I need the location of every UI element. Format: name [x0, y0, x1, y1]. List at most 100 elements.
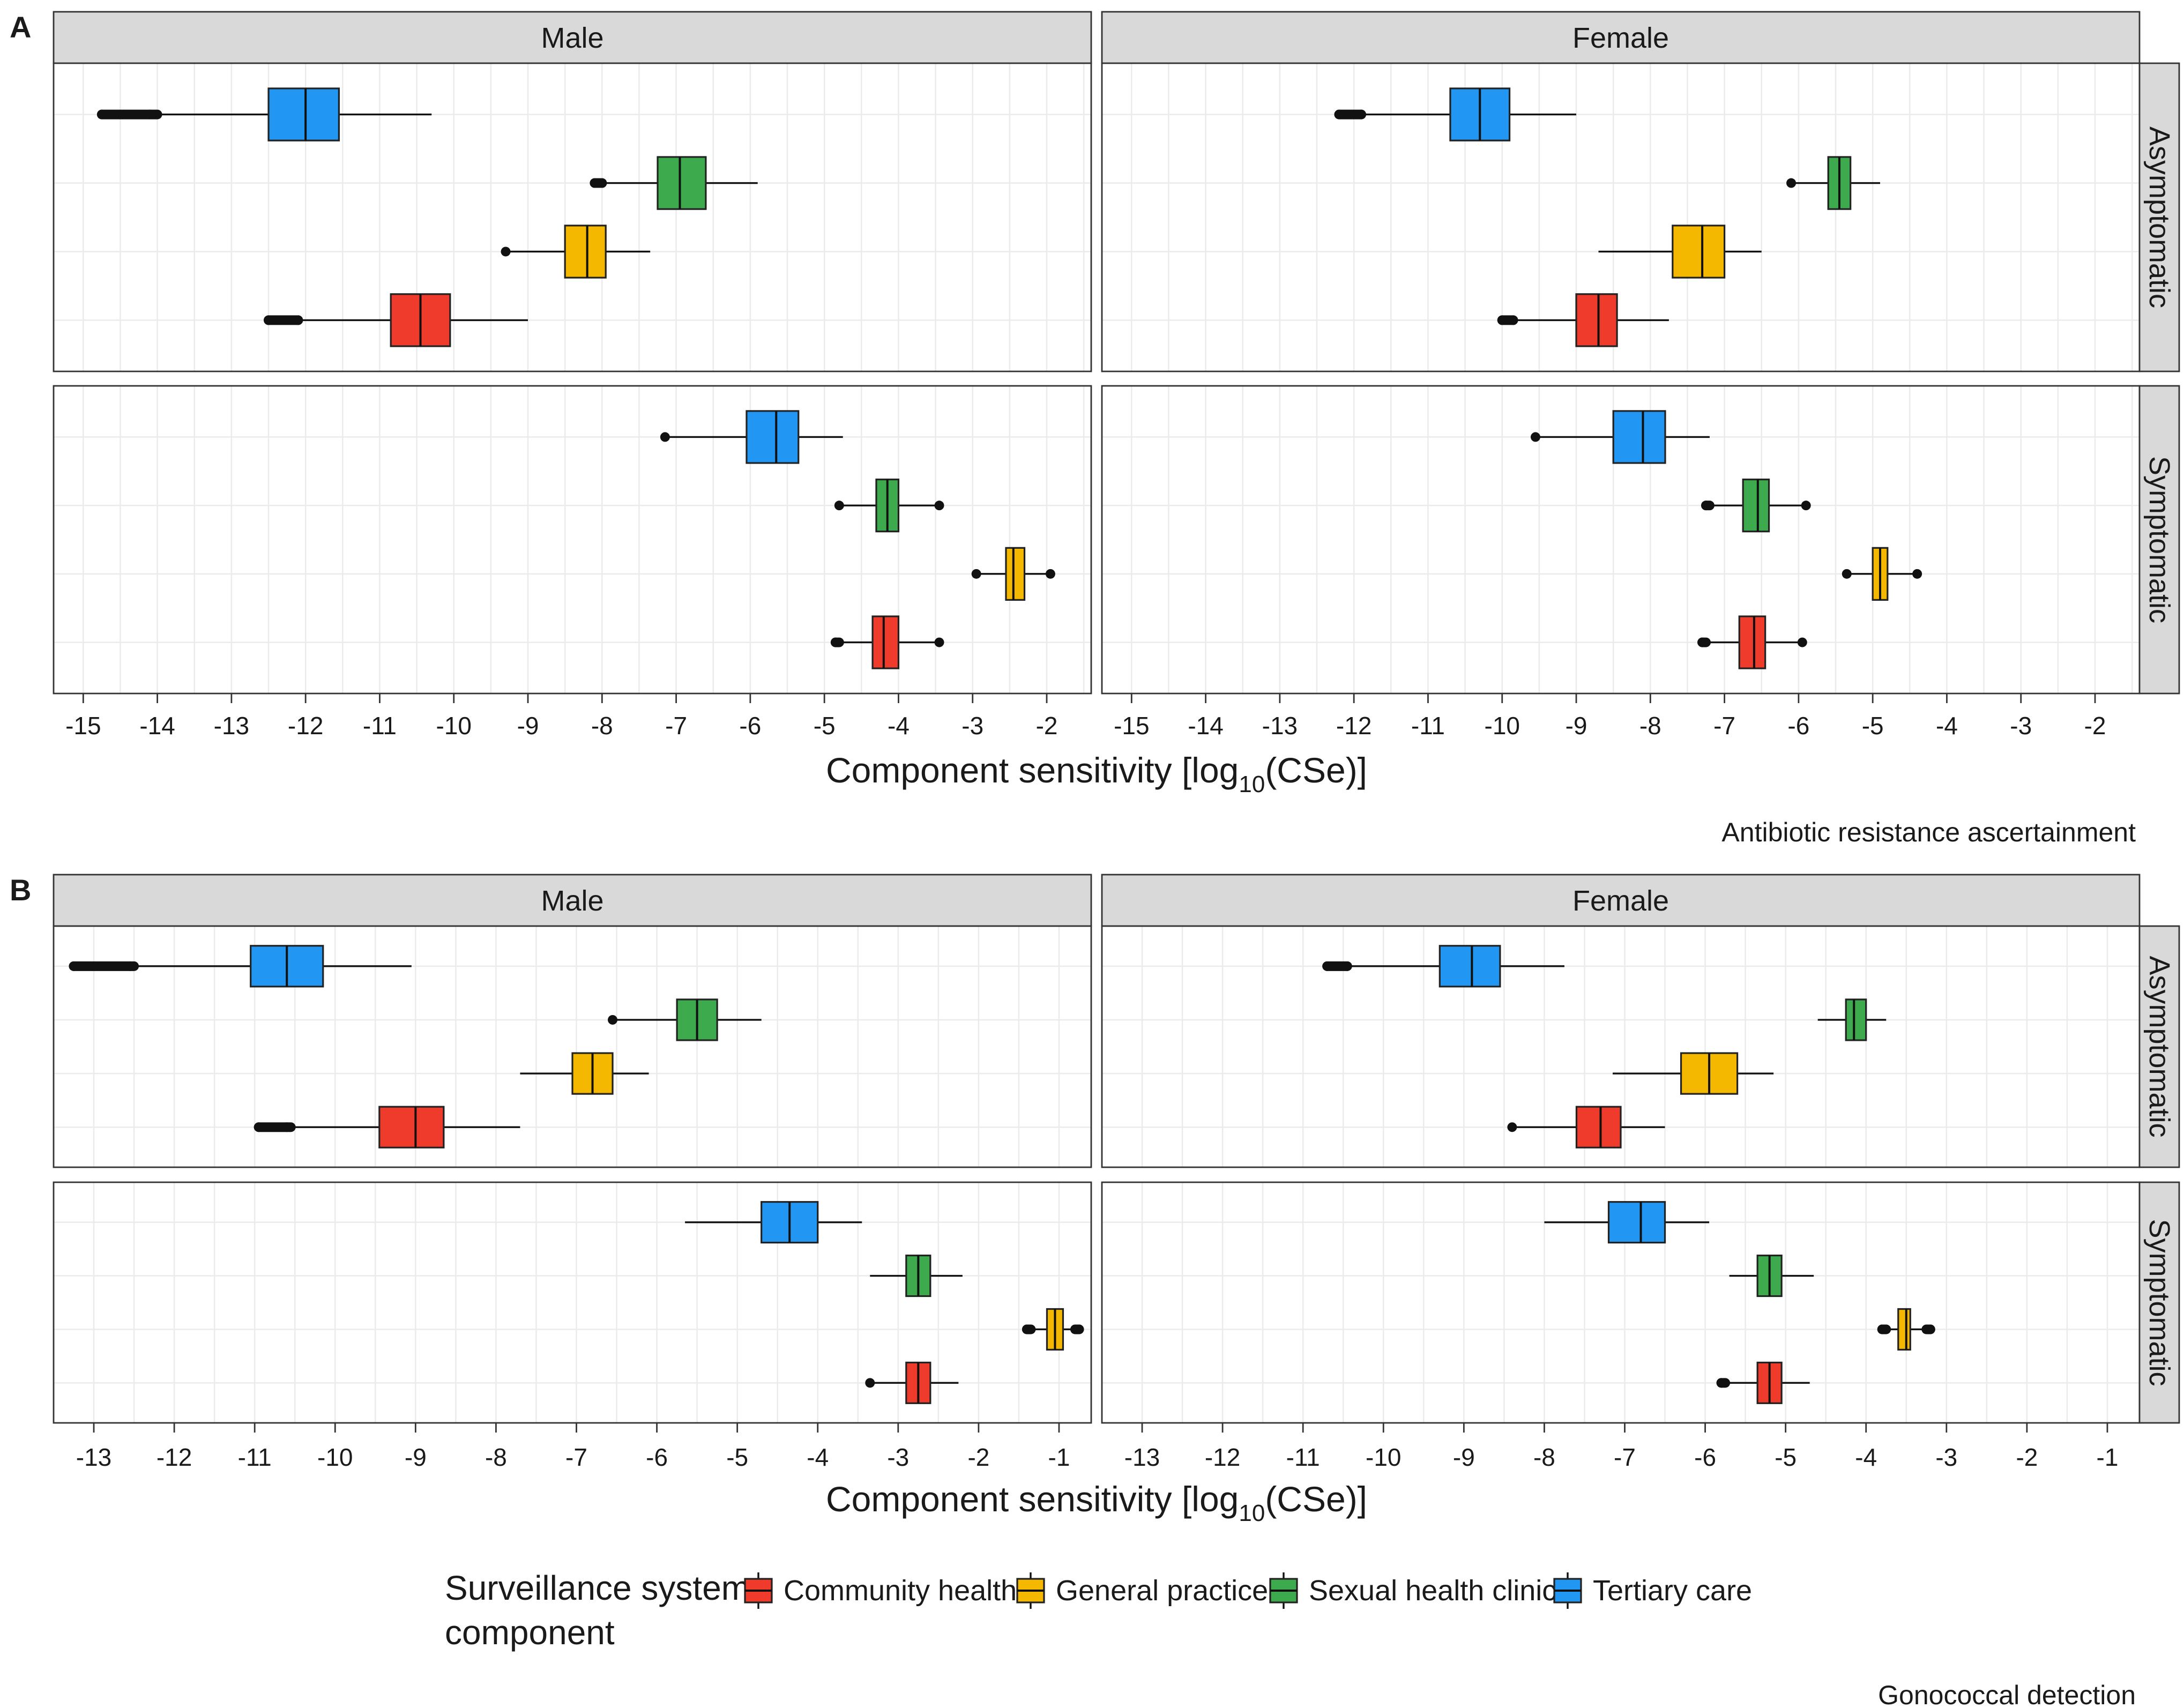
box-sexual-health-clinic: [870, 1254, 963, 1297]
legend-label-tertiary-care: Tertiary care: [1593, 1575, 1752, 1607]
box-body: [564, 225, 607, 279]
box-general-practice: [501, 225, 651, 279]
axis-tick-label: -9: [517, 712, 539, 740]
box-general-practice: [1877, 1308, 1935, 1351]
box-sexual-health-clinic: [590, 156, 758, 210]
outlier-point: [597, 178, 607, 188]
panel-border: [53, 385, 1092, 695]
box-sexual-health-clinic: [1729, 1254, 1814, 1297]
outlier-point: [865, 1378, 875, 1388]
strip-asymptomatic: [2138, 62, 2180, 372]
outlier-point: [1342, 961, 1352, 971]
axis-tick-label: -13: [76, 1443, 111, 1471]
outlier-point: [1786, 178, 1797, 188]
strip-label-male: Male: [541, 22, 603, 54]
box-tertiary-care: [1530, 410, 1710, 464]
axis-tick-label: -5: [726, 1443, 748, 1471]
outlier-point: [1701, 501, 1711, 511]
strip-label-symptomatic: Symptomatic: [2143, 1219, 2175, 1386]
axis-tick-label: -9: [1453, 1443, 1475, 1471]
x-axis-title-end: (CSe)]: [1265, 1479, 1367, 1519]
axis-tick-label: -4: [807, 1443, 829, 1471]
axis-tick-label: -12: [288, 712, 323, 740]
box-body: [267, 87, 340, 141]
box-general-practice: [971, 547, 1055, 601]
axis-tick-label: -15: [65, 712, 101, 740]
legend-title: Surveillance system: [445, 1569, 750, 1607]
axis-tick-label: -7: [1713, 712, 1735, 740]
box-general-practice: [1842, 547, 1922, 601]
axis-tick-label: -7: [1614, 1443, 1636, 1471]
axis-tick-label: -7: [565, 1443, 587, 1471]
strip-label-male: Male: [541, 885, 603, 917]
outlier-point: [1877, 1324, 1887, 1334]
box-community-health: [264, 293, 528, 347]
axis-tick-label: -14: [1188, 712, 1223, 740]
box-community-health: [1507, 1106, 1665, 1148]
legend: Surveillance system component Community …: [445, 1569, 1752, 1652]
panel-male-symptomatic: [53, 1181, 1092, 1424]
legend-title-line2: component: [445, 1613, 615, 1652]
outlier-point: [1497, 315, 1507, 325]
outlier-point: [608, 1015, 618, 1025]
outlier-point: [660, 432, 670, 442]
legend-label-sexual-health-clinic: Sexual health clinic: [1309, 1575, 1556, 1607]
axis-tick-label: -2: [2016, 1443, 2038, 1471]
box-general-practice: [1022, 1308, 1084, 1351]
box-tertiary-care: [1334, 87, 1577, 141]
axis-tick-label: -3: [961, 712, 983, 740]
box-body: [1005, 547, 1026, 601]
x-axis-title: Component sensitivity [log10(CSe)]: [826, 750, 1367, 797]
x-axis-title: Component sensitivity [log10(CSe)]: [826, 1479, 1367, 1526]
axis-tick-label: -12: [1205, 1443, 1240, 1471]
axis-tick-label: -1: [1048, 1443, 1070, 1471]
axis-tick-label: -8: [1533, 1443, 1555, 1471]
box-community-health: [865, 1361, 959, 1404]
axis-tick-label: -6: [1694, 1443, 1716, 1471]
box-body: [1607, 1201, 1666, 1244]
axis-tick-label: -5: [1862, 712, 1884, 740]
panel-male-symptomatic: [53, 385, 1092, 695]
strip-male: [53, 874, 1092, 927]
box-body: [1742, 479, 1770, 533]
box-community-health: [254, 1106, 520, 1148]
axis-tick-label: -11: [1286, 1443, 1320, 1471]
axis-tick-label: -13: [1262, 712, 1298, 740]
box-community-health: [830, 615, 944, 669]
outlier-point: [293, 315, 303, 325]
outlier-point: [934, 501, 944, 511]
outlier-point: [1022, 1324, 1032, 1334]
box-community-health: [1497, 293, 1669, 347]
box-community-health: [1716, 1361, 1810, 1404]
strip-male: [53, 11, 1092, 64]
outlier-point: [264, 315, 274, 325]
box-body: [378, 1106, 445, 1148]
axis-tick-label: -2: [1036, 712, 1058, 740]
axis-tick-label: -5: [814, 712, 836, 740]
x-axis-title-main: Component sensitivity [log: [826, 1479, 1239, 1519]
legend-key-general-practice: [1016, 1572, 1045, 1609]
outlier-point: [1697, 637, 1708, 647]
panel-b-label: B: [10, 873, 31, 907]
box-tertiary-care: [96, 87, 432, 141]
outlier-point: [254, 1122, 264, 1132]
axis-tick-label: -4: [1936, 712, 1958, 740]
axis-tick-label: -6: [1787, 712, 1809, 740]
panel-background: [54, 926, 1091, 1167]
outlier-point: [1912, 569, 1922, 579]
axis-tick-label: -12: [156, 1443, 192, 1471]
axis-tick-label: -2: [2084, 712, 2106, 740]
axis-tick-label: -3: [887, 1443, 909, 1471]
panel-female-symptomatic: [1101, 385, 2141, 695]
panel-border: [53, 925, 1092, 1168]
box-sexual-health-clinic: [834, 479, 944, 533]
strip-label-female: Female: [1572, 885, 1669, 917]
legend-title-line1: Surveillance system: [445, 1569, 750, 1607]
axis-tick-label: -5: [1775, 1443, 1797, 1471]
strip-symptomatic: [2138, 385, 2180, 695]
box-general-practice: [1598, 225, 1762, 279]
axis-tick-label: -10: [1366, 1443, 1401, 1471]
outlier-point: [1925, 1324, 1935, 1334]
outlier-point: [834, 501, 844, 511]
box-body: [1897, 1308, 1911, 1351]
